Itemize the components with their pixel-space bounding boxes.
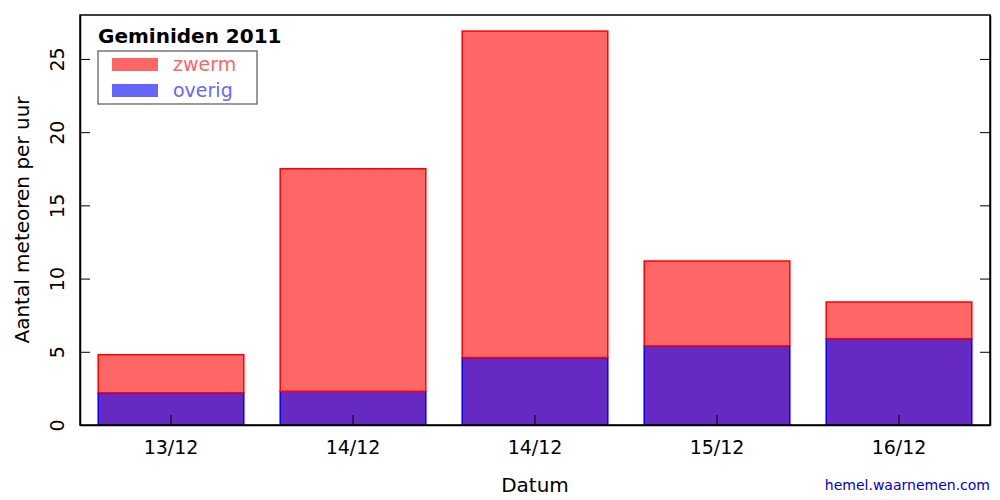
x-tick-mark bbox=[171, 415, 172, 425]
y-tick-mark bbox=[80, 352, 90, 353]
y-axis-right-line bbox=[990, 16, 992, 426]
y-axis-line bbox=[80, 16, 82, 426]
x-tick-label: 15/12 bbox=[690, 436, 745, 458]
y-tick-label: 0 bbox=[46, 419, 68, 431]
bar bbox=[826, 339, 972, 425]
title: Geminiden 2011 bbox=[98, 24, 282, 48]
y-tick bbox=[980, 59, 990, 60]
y-tick: 5 bbox=[46, 346, 90, 358]
y-tick-label: 20 bbox=[46, 121, 68, 145]
y-tick-mark bbox=[980, 132, 990, 133]
y-tick: 10 bbox=[46, 267, 90, 291]
y-tick-mark bbox=[980, 352, 990, 353]
x-tick-label: 13/12 bbox=[144, 436, 199, 458]
x-tick: 14/12 bbox=[508, 415, 563, 458]
legend-swatch bbox=[112, 58, 158, 71]
x-tick: 15/12 bbox=[690, 415, 745, 458]
y-tick-mark bbox=[980, 205, 990, 206]
y-tick bbox=[980, 352, 990, 353]
bar bbox=[462, 358, 608, 425]
bars bbox=[98, 31, 972, 425]
y-tick: 15 bbox=[46, 194, 90, 218]
y-tick-label: 25 bbox=[46, 47, 68, 71]
x-axis-title: Datum bbox=[501, 473, 569, 497]
plot: 0 5 10 15 20 25 13/12 14/12 14/12 15/12 16/12 Gemin… bbox=[46, 15, 991, 458]
y-tick-label: 10 bbox=[46, 267, 68, 291]
x-tick-mark bbox=[899, 415, 900, 425]
x-axis: 13/12 14/12 14/12 15/12 16/12 bbox=[81, 415, 991, 458]
y-axis-title: Aantal meteoren per uur bbox=[10, 96, 34, 344]
y-tick: 25 bbox=[46, 47, 90, 71]
y-tick-label: 5 bbox=[46, 346, 68, 358]
y-axis-right bbox=[980, 16, 991, 426]
legend-swatch bbox=[112, 84, 158, 97]
y-tick-mark bbox=[980, 59, 990, 60]
bar bbox=[644, 346, 790, 425]
x-tick-label: 16/12 bbox=[872, 436, 927, 458]
bar bbox=[98, 393, 244, 425]
x-tick-label: 14/12 bbox=[508, 436, 563, 458]
legend-label: zwerm bbox=[173, 53, 236, 75]
y-tick-mark bbox=[80, 132, 90, 133]
legend-box bbox=[98, 51, 257, 104]
y-tick: 20 bbox=[46, 121, 90, 145]
frame bbox=[80, 15, 990, 425]
legend: zwerm overig bbox=[98, 51, 257, 104]
bar bbox=[462, 31, 608, 358]
annotation: hemel.waarnemen.com bbox=[825, 477, 990, 493]
x-tick-mark bbox=[717, 415, 718, 425]
y-tick bbox=[980, 279, 990, 280]
bar bbox=[280, 169, 426, 392]
x-tick-mark bbox=[535, 415, 536, 425]
x-tick-label: 14/12 bbox=[326, 436, 381, 458]
y-tick bbox=[980, 205, 990, 206]
bar bbox=[826, 302, 972, 339]
y-tick bbox=[980, 132, 990, 133]
bar bbox=[98, 355, 244, 393]
legend-label: overig bbox=[173, 79, 233, 101]
x-tick: 13/12 bbox=[144, 415, 199, 458]
y-tick-mark bbox=[80, 59, 90, 60]
x-tick: 14/12 bbox=[326, 415, 381, 458]
y-tick-mark bbox=[980, 279, 990, 280]
y-tick-mark bbox=[80, 205, 90, 206]
bar bbox=[644, 261, 790, 346]
y-tick-label: 15 bbox=[46, 194, 68, 218]
x-tick: 16/12 bbox=[872, 415, 927, 458]
x-tick-mark bbox=[353, 415, 354, 425]
y-axis: 0 5 10 15 20 25 bbox=[46, 16, 90, 432]
y-tick-mark bbox=[80, 279, 90, 280]
bar bbox=[280, 391, 426, 425]
chart: 0 5 10 15 20 25 13/12 14/12 14/12 15/12 16/12 Gemin… bbox=[0, 0, 1000, 500]
